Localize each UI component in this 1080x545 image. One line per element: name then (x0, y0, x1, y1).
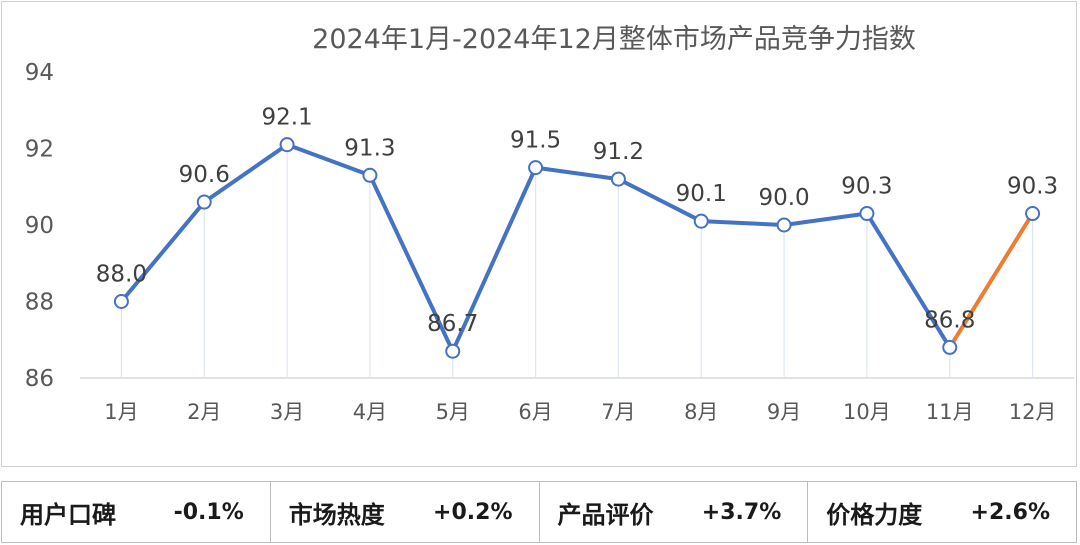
y-tick-label: 88 (25, 290, 54, 316)
data-point (113, 294, 129, 309)
data-point (362, 167, 378, 183)
summary-cell-market-heat: 市场热度 +0.2% (271, 482, 540, 542)
x-tick-label: 3月 (270, 400, 304, 424)
data-label: 91.5 (510, 128, 561, 154)
x-tick-label: 9月 (767, 400, 801, 424)
x-tick-label: 6月 (518, 400, 552, 424)
data-label: 90.3 (841, 174, 892, 200)
data-label: 86.8 (924, 307, 975, 333)
data-point (196, 194, 212, 210)
summary-cell-price-strength: 价格力度 +2.6% (808, 482, 1076, 542)
line-chart: 2024年1月-2024年12月整体市场产品竞争力指数 86 88 90 92 94 8… (25, 24, 1074, 424)
x-tick-label: 8月 (684, 400, 718, 424)
data-point (610, 171, 626, 187)
x-tick-label: 7月 (601, 400, 635, 424)
summary-label: 用户口碑 (20, 500, 116, 529)
data-label: 88.0 (96, 262, 147, 288)
summary-label: 市场热度 (288, 500, 385, 529)
summary-cell-product-rating: 产品评价 +3.7% (540, 482, 809, 542)
y-tick-label: 86 (25, 366, 54, 392)
chart-container: 2024年1月-2024年12月整体市场产品竞争力指数 86 88 90 92 94 8… (1, 1, 1077, 467)
summary-value: +3.7% (701, 499, 782, 525)
drop-lines (120, 150, 1034, 378)
data-label: 92.1 (261, 105, 312, 131)
series-highlight-segment (947, 211, 1035, 350)
data-label: 91.3 (344, 135, 395, 161)
summary-label: 价格力度 (826, 500, 923, 529)
series-line (119, 142, 1035, 354)
data-point (528, 160, 544, 176)
x-tick-label: 11月 (926, 400, 974, 424)
data-point (942, 339, 958, 355)
x-tick-label: 12月 (1009, 400, 1057, 424)
x-axis: 1月 2月 3月 4月 5月 6月 7月 8月 9月 10月 11月 12月 (104, 400, 1056, 424)
summary-cell-word-of-mouth: 用户口碑 -0.1% (2, 482, 271, 542)
x-tick-label: 5月 (436, 400, 470, 424)
y-axis: 86 88 90 92 94 (25, 60, 54, 392)
summary-label: 产品评价 (557, 500, 654, 529)
x-tick-label: 10月 (843, 400, 891, 424)
x-tick-label: 4月 (353, 400, 387, 424)
data-label: 90.1 (676, 181, 727, 207)
y-tick-label: 92 (25, 137, 54, 163)
data-point (776, 217, 792, 233)
data-label: 91.2 (593, 139, 644, 165)
summary-bar: 用户口碑 -0.1% 市场热度 +0.2% 产品评价 +3.7% 价格力度 +2… (1, 481, 1077, 543)
data-label: 90.6 (179, 162, 230, 188)
data-point (1025, 206, 1041, 222)
data-point (279, 137, 295, 153)
summary-value: -0.1% (173, 499, 244, 525)
data-point (693, 213, 709, 229)
data-label: 90.3 (1007, 174, 1058, 200)
y-tick-label: 90 (25, 213, 54, 239)
x-tick-label: 2月 (187, 400, 221, 424)
data-label: 90.0 (758, 185, 809, 211)
data-point (859, 206, 875, 222)
x-tick-label: 1月 (104, 400, 138, 424)
data-label: 86.7 (427, 311, 478, 337)
data-labels: 88.0 90.6 92.1 91.3 86.7 91.5 91.2 90.1 90.0 90.3… (96, 105, 1058, 338)
summary-value: +0.2% (433, 499, 513, 525)
summary-value: +2.6% (970, 499, 1050, 525)
data-points (113, 137, 1041, 359)
data-point (445, 343, 461, 359)
chart-title: 2024年1月-2024年12月整体市场产品竞争力指数 (312, 24, 916, 55)
y-tick-label: 94 (25, 60, 54, 86)
